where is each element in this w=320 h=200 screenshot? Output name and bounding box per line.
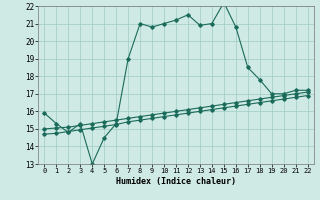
X-axis label: Humidex (Indice chaleur): Humidex (Indice chaleur) bbox=[116, 177, 236, 186]
